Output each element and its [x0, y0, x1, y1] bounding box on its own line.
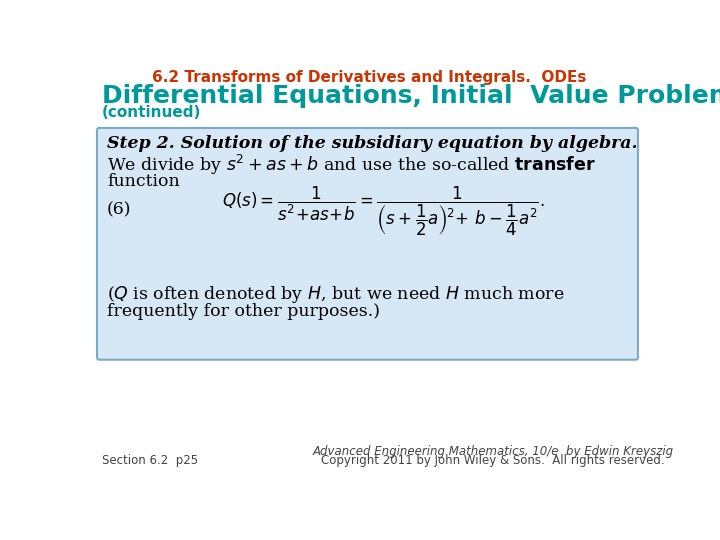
- Text: Step 2. Solution of the subsidiary equation by algebra.: Step 2. Solution of the subsidiary equat…: [107, 135, 637, 152]
- Text: Copyright 2011 by John Wiley & Sons.  All rights reserved.: Copyright 2011 by John Wiley & Sons. All…: [321, 454, 665, 467]
- Text: 6.2 Transforms of Derivatives and Integrals.  ODEs: 6.2 Transforms of Derivatives and Integr…: [152, 70, 586, 85]
- Text: Differential Equations, Initial  Value Problems: Differential Equations, Initial Value Pr…: [102, 84, 720, 108]
- Text: frequently for other purposes.): frequently for other purposes.): [107, 303, 380, 321]
- FancyBboxPatch shape: [97, 128, 638, 360]
- Text: function: function: [107, 173, 180, 190]
- Text: Section 6.2  p25: Section 6.2 p25: [102, 454, 198, 467]
- Text: ($Q$ is often denoted by $H$, but we need $H$ much more: ($Q$ is often denoted by $H$, but we nee…: [107, 284, 564, 305]
- Text: (6): (6): [107, 201, 132, 218]
- Text: Advanced Engineering Mathematics, 10/e  by Edwin Kreyszig: Advanced Engineering Mathematics, 10/e b…: [312, 444, 674, 457]
- Text: We divide by $s^2 + as + b$ and use the so-called $\mathbf{transfer}$: We divide by $s^2 + as + b$ and use the …: [107, 153, 596, 178]
- Text: (continued): (continued): [102, 105, 201, 120]
- Text: $Q(s) = \dfrac{1}{s^2\!+\!as\!+\!b} = \dfrac{1}{\left(s+\dfrac{1}{2}a\right)^{\!: $Q(s) = \dfrac{1}{s^2\!+\!as\!+\!b} = \d…: [222, 184, 544, 238]
